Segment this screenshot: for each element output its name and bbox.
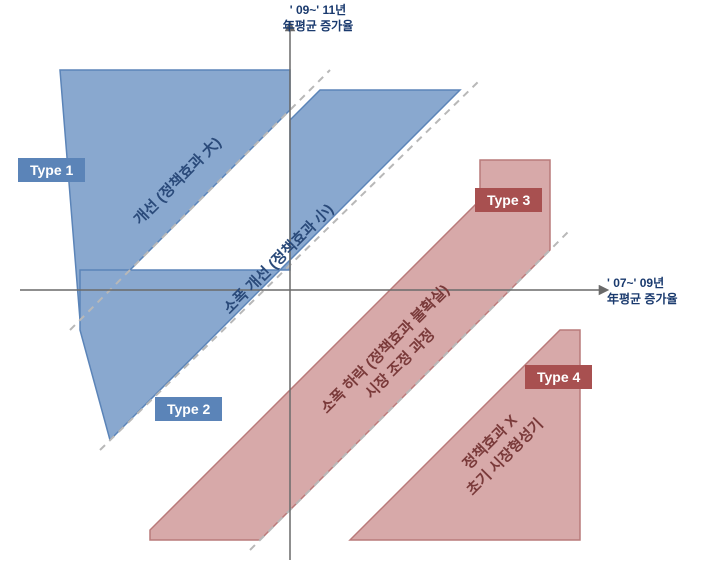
y-axis-label: ' 09~' 11년 年평균 증가율 [258,3,378,34]
x-axis-label: ' 07~' 09년 年평균 증가율 [607,276,717,307]
type3-badge: Type 3 [475,188,542,212]
type4-badge: Type 4 [525,365,592,389]
type2-badge: Type 2 [155,397,222,421]
type1-badge: Type 1 [18,158,85,182]
